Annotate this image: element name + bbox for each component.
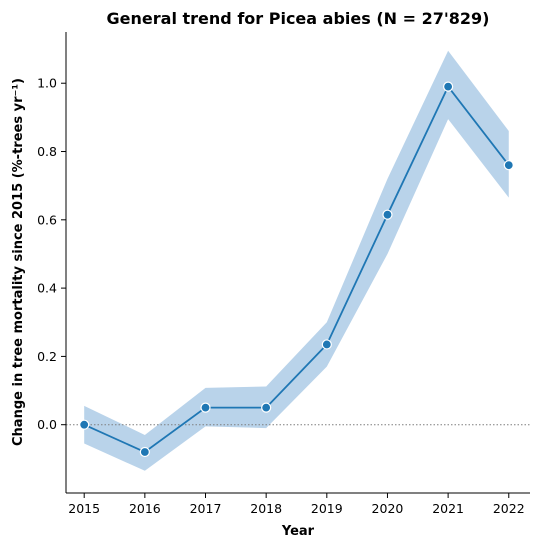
y-tick-label: 0.2 [37,349,57,364]
y-ticks: 0.0 0.2 0.4 0.6 0.8 1.0 [37,76,66,432]
data-point-2019 [321,339,332,350]
data-point-2016 [139,446,150,458]
x-axis-label: Year [281,524,315,539]
data-point-2015 [79,419,90,430]
y-axis-label: Change in tree mortality since 2015 (%-t… [11,78,26,446]
x-tick-label: 2016 [129,501,161,516]
y-tick-label: 0.8 [37,144,57,159]
x-ticks: 2015 2016 2017 2018 2019 2020 2021 2022 [68,493,525,516]
x-tick-label: 2022 [493,501,525,516]
data-point-2017 [200,402,211,413]
data-points [79,81,514,458]
data-point-2020 [382,209,393,220]
series-line [83,84,510,454]
x-tick-label: 2019 [311,501,343,516]
chart-title: General trend for Picea abies (N = 27'82… [107,9,490,28]
confidence-band [84,50,509,471]
x-tick-label: 2018 [250,501,282,516]
data-point-2018 [261,402,272,413]
y-tick-label: 0.4 [37,281,57,296]
data-point-2021 [443,81,454,92]
x-tick-label: 2015 [68,501,100,516]
y-tick-label: 1.0 [37,76,57,91]
axes: 2015 2016 2017 2018 2019 2020 2021 2022 0.00.20… [37,32,530,516]
y-tick-label: 0.0 [37,417,57,432]
x-tick-label: 2020 [372,501,404,516]
data-point-2022 [503,160,514,171]
plot-area [66,50,530,471]
x-tick-label: 2017 [190,501,222,516]
y-tick-label: 0.6 [37,212,57,227]
x-tick-label: 2021 [432,501,464,516]
